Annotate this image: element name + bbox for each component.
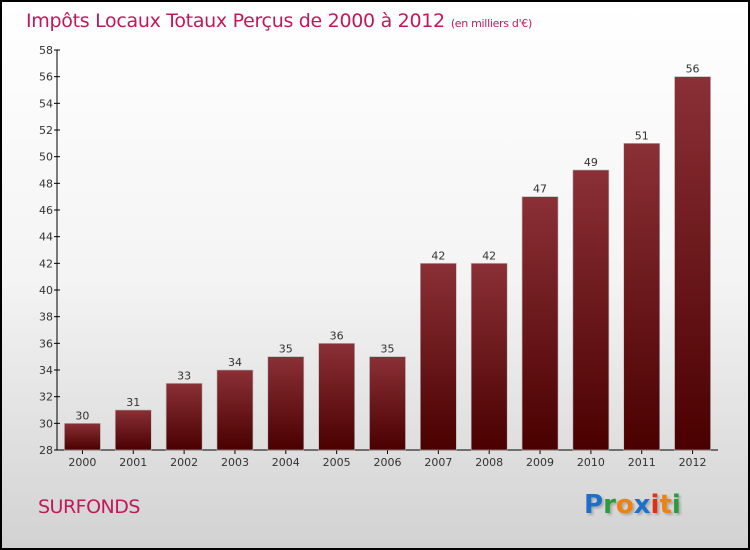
logo-letter: o (615, 490, 634, 520)
bar (165, 383, 203, 451)
x-tick-label: 2006 (374, 456, 402, 469)
data-label: 51 (635, 129, 649, 142)
chart-subtitle: (en milliers d'€) (450, 17, 532, 30)
x-tick-label: 2001 (119, 456, 147, 469)
x-tick-label: 2005 (323, 456, 351, 469)
x-tick-label: 2000 (68, 456, 96, 469)
bar (216, 369, 254, 451)
logo-letter: r (603, 490, 616, 520)
x-tick-label: 2002 (170, 456, 198, 469)
data-label: 30 (75, 409, 89, 422)
x-tick-label: 2012 (679, 456, 707, 469)
data-label: 42 (431, 249, 445, 262)
y-tick-label: 46 (39, 204, 53, 217)
y-tick-label: 28 (39, 444, 53, 457)
logo-letter: i (650, 490, 660, 520)
y-tick-label: 40 (39, 284, 53, 297)
data-label: 34 (228, 356, 242, 369)
data-label: 33 (177, 369, 191, 382)
bar (267, 356, 305, 451)
bar (470, 263, 508, 451)
proxiti-logo: Proxiti (584, 490, 681, 520)
data-label: 35 (381, 343, 395, 356)
y-tick-label: 50 (39, 151, 53, 164)
y-tick-label: 36 (39, 337, 53, 350)
y-tick-label: 58 (39, 44, 53, 57)
x-tick-label: 2009 (526, 456, 554, 469)
chart-title: Impôts Locaux Totaux Perçus de 2000 à 20… (26, 10, 532, 32)
x-tick-label: 2007 (424, 456, 452, 469)
logo-letter: t (659, 490, 672, 520)
y-tick-label: 42 (39, 257, 53, 270)
bar (64, 423, 101, 451)
data-label: 47 (533, 183, 547, 196)
data-label: 36 (330, 329, 344, 342)
logo-letter: i (671, 490, 681, 520)
x-tick-label: 2008 (475, 456, 503, 469)
data-label: 31 (126, 396, 140, 409)
title-text: Impôts Locaux Totaux Perçus de 2000 à 20… (26, 10, 445, 32)
commune-name: SURFONDS (38, 496, 140, 518)
bar (420, 263, 457, 451)
bar (369, 356, 406, 451)
y-tick-label: 52 (39, 124, 53, 137)
y-tick-label: 48 (39, 177, 53, 190)
y-tick-label: 54 (39, 97, 53, 110)
bar (114, 409, 152, 451)
data-label: 49 (584, 156, 598, 169)
data-label: 42 (482, 249, 496, 262)
y-tick-label: 38 (39, 311, 53, 324)
data-label: 35 (279, 343, 293, 356)
data-label: 56 (686, 63, 700, 76)
y-tick-label: 34 (39, 364, 53, 377)
y-tick-label: 30 (39, 417, 53, 430)
x-tick-label: 2004 (272, 456, 300, 469)
bar (572, 169, 610, 451)
bar (318, 343, 355, 451)
y-tick-label: 32 (39, 391, 53, 404)
bar (623, 143, 661, 451)
x-tick-label: 2011 (628, 456, 656, 469)
bar (674, 76, 711, 451)
x-tick-label: 2010 (577, 456, 605, 469)
y-tick-label: 56 (39, 71, 53, 84)
y-tick-label: 44 (39, 231, 53, 244)
logo-letter: P (584, 490, 604, 520)
x-tick-label: 2003 (221, 456, 249, 469)
bar (521, 196, 559, 451)
logo-letter: x (633, 490, 651, 520)
